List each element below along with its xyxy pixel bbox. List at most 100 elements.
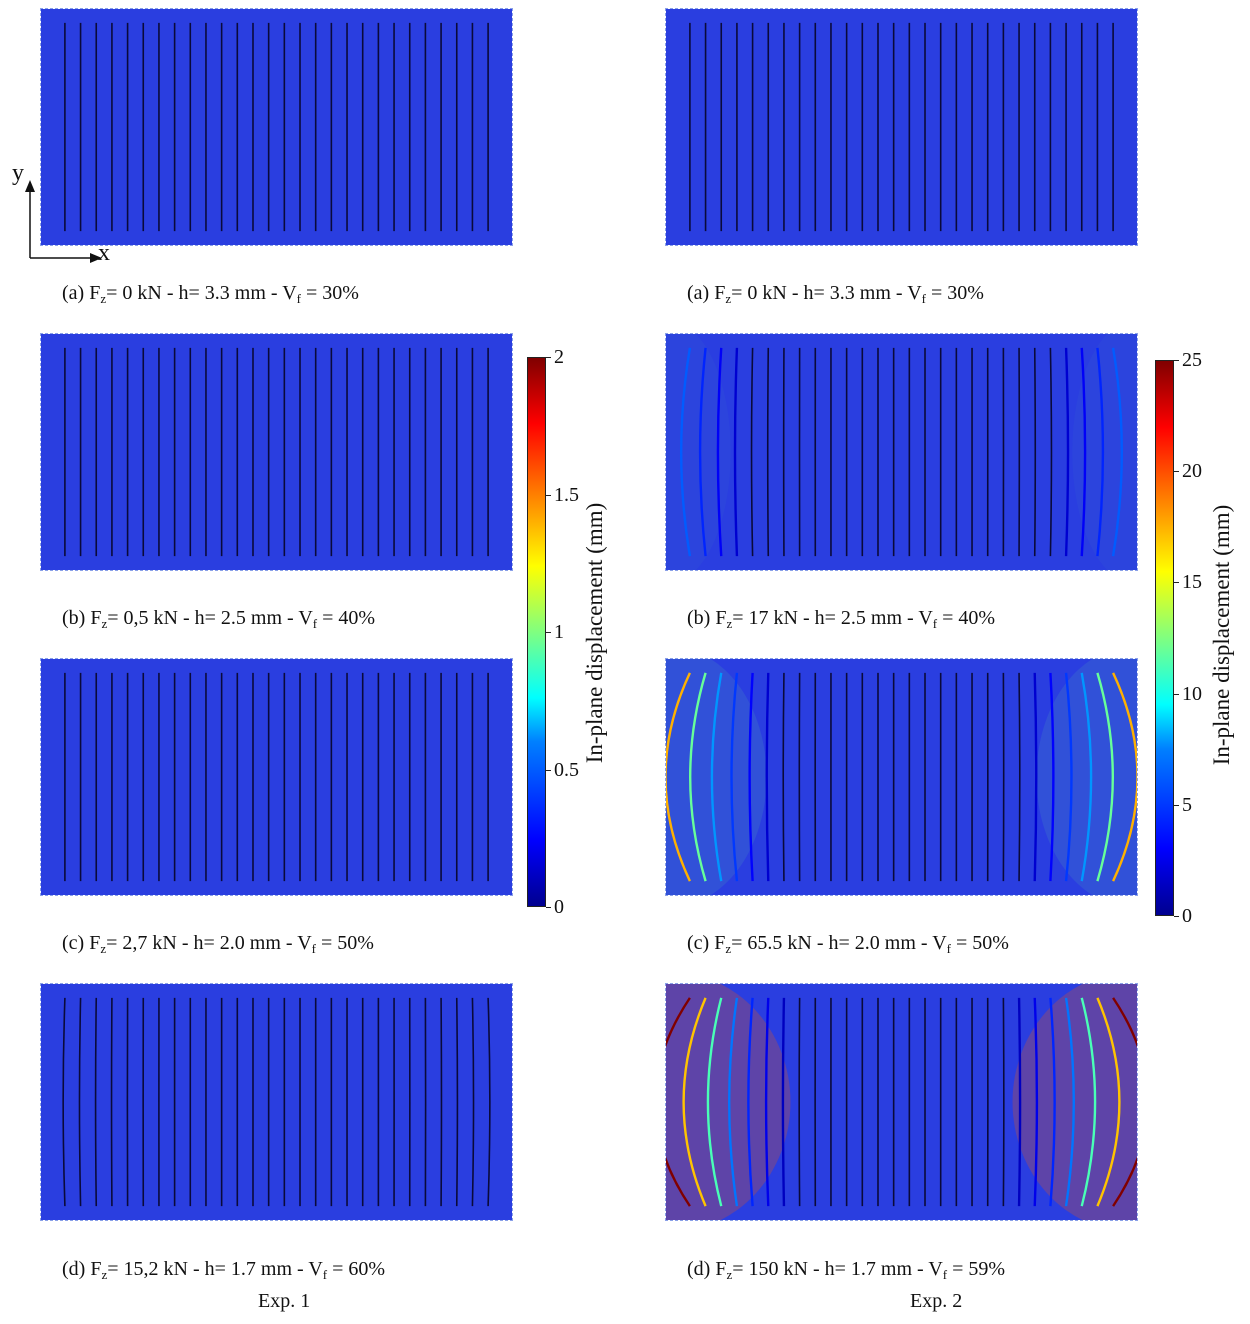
volume-fraction-symbol: V xyxy=(932,932,947,954)
caption-letter: (b) xyxy=(687,607,716,629)
exp-2-label: Exp. 2 xyxy=(910,1290,963,1312)
force-subscript: z xyxy=(725,291,732,306)
field-background xyxy=(41,659,512,895)
force-value: = 65.5 kN - xyxy=(731,932,829,954)
caption-exp2-a: (a) Fz= 0 kN - h= 3.3 mm - Vf = 30% xyxy=(687,282,984,307)
thickness-value: h= 1.7 mm - xyxy=(824,1258,929,1280)
fiber-line xyxy=(1080,997,1097,1207)
colorbar-tick xyxy=(546,494,551,496)
displacement-field xyxy=(666,9,1137,245)
fiber-line xyxy=(1096,997,1121,1207)
caption-letter: (b) xyxy=(62,607,91,629)
volume-fraction-value: = 30% xyxy=(301,282,359,304)
deformation-zone-left xyxy=(666,659,767,895)
colorbar-tick xyxy=(1174,693,1179,695)
exp-1-label: Exp. 1 xyxy=(258,1290,311,1312)
fiber-line xyxy=(455,997,459,1207)
fiber-line xyxy=(78,997,82,1207)
caption-letter: (c) xyxy=(62,932,90,954)
fiber-line xyxy=(730,672,739,882)
fiber-line xyxy=(782,672,785,882)
displacement-field xyxy=(666,984,1137,1220)
fiber-line xyxy=(666,997,691,1207)
displacement-field xyxy=(41,334,512,570)
colorbar-exp2 xyxy=(1155,360,1174,916)
volume-fraction-symbol: V xyxy=(907,282,922,304)
caption-exp2-c: (c) Fz= 65.5 kN - h= 2.0 mm - Vf = 50% xyxy=(687,932,1009,957)
volume-fraction-value: = 50% xyxy=(951,932,1009,954)
displacement-field xyxy=(666,334,1137,570)
fiber-line xyxy=(716,347,723,557)
deformation-zone-left xyxy=(666,334,731,570)
fiber-line xyxy=(1112,997,1137,1207)
fiber-line xyxy=(728,997,739,1207)
panel-exp1-d xyxy=(40,983,513,1221)
colorbar-tick-label: 0.5 xyxy=(554,758,579,781)
force-value: = 0,5 kN - xyxy=(107,607,195,629)
volume-fraction-value: = 40% xyxy=(937,607,996,629)
volume-fraction-symbol: V xyxy=(918,607,933,629)
force-value: = 0 kN - xyxy=(106,282,179,304)
axis-indicator xyxy=(25,180,102,263)
field-background xyxy=(666,984,1137,1220)
fiber-line xyxy=(1096,672,1114,882)
volume-fraction-subscript: f xyxy=(946,941,951,956)
force-value: = 150 kN - xyxy=(732,1258,825,1280)
colorbar-label-exp2: In-plane displacement (mm) xyxy=(1209,504,1234,766)
panel-exp1-b xyxy=(40,333,513,571)
panel-exp2-d xyxy=(665,983,1138,1221)
force-symbol: F xyxy=(90,607,102,629)
colorbar-tick xyxy=(546,907,551,908)
volume-fraction-value: = 30% xyxy=(926,282,984,304)
caption-letter: (d) xyxy=(687,1258,716,1280)
fiber-line xyxy=(1049,997,1056,1207)
fiber-line xyxy=(706,997,723,1207)
displacement-field xyxy=(41,659,512,895)
fiber-line xyxy=(1064,997,1075,1207)
fiber-line xyxy=(1017,997,1022,1207)
force-subscript: z xyxy=(726,1267,733,1282)
displacement-field xyxy=(41,984,512,1220)
colorbar-tick-label: 10 xyxy=(1182,682,1202,705)
force-value: = 0 kN - xyxy=(731,282,804,304)
displacement-field xyxy=(666,659,1137,895)
volume-fraction-symbol: V xyxy=(298,607,313,629)
caption-letter: (a) xyxy=(62,282,90,304)
force-value: = 2,7 kN - xyxy=(106,932,194,954)
volume-fraction-subscript: f xyxy=(311,941,316,956)
fiber-line xyxy=(764,997,770,1207)
colorbar-tick-label: 1.5 xyxy=(554,483,579,506)
force-value: = 17 kN - xyxy=(732,607,815,629)
field-background xyxy=(41,9,512,245)
force-symbol: F xyxy=(714,932,726,954)
colorbar-tick xyxy=(1174,804,1179,806)
caption-letter: (a) xyxy=(687,282,715,304)
caption-exp1-c: (c) Fz= 2,7 kN - h= 2.0 mm - Vf = 50% xyxy=(62,932,374,957)
volume-fraction-value: = 60% xyxy=(327,1258,386,1280)
force-subscript: z xyxy=(100,941,107,956)
colorbar-tick-label: 0 xyxy=(1182,905,1192,927)
colorbar-tick-label: 20 xyxy=(1182,460,1202,483)
fiber-line xyxy=(1033,997,1039,1207)
fiber-line xyxy=(1049,347,1053,557)
fiber-line xyxy=(733,347,739,557)
volume-fraction-subscript: f xyxy=(932,616,938,631)
thickness-value: h= 2.5 mm - xyxy=(194,607,299,629)
fiber-line xyxy=(781,997,786,1207)
fiber-line xyxy=(1033,672,1038,882)
colorbar-tick xyxy=(1174,471,1179,473)
volume-fraction-symbol: V xyxy=(308,1258,323,1280)
caption-exp2-d: (d) Fz= 150 kN - h= 1.7 mm - Vf = 59% xyxy=(687,1258,1005,1283)
displacement-field xyxy=(41,9,512,245)
colorbar-tick-label: 25 xyxy=(1182,349,1202,371)
deformation-zone-right xyxy=(1072,334,1137,570)
colorbar-label-exp1: In-plane displacement (mm) xyxy=(582,502,607,764)
field-background xyxy=(666,334,1137,570)
force-symbol: F xyxy=(714,282,726,304)
fiber-line xyxy=(765,672,770,882)
fiber-line xyxy=(1064,672,1073,882)
panel-exp2-b xyxy=(665,333,1138,571)
panel-exp2-a xyxy=(665,8,1138,246)
field-background xyxy=(41,984,512,1220)
caption-exp1-d: (d) Fz= 15,2 kN - h= 1.7 mm - Vf = 60% xyxy=(62,1258,385,1283)
